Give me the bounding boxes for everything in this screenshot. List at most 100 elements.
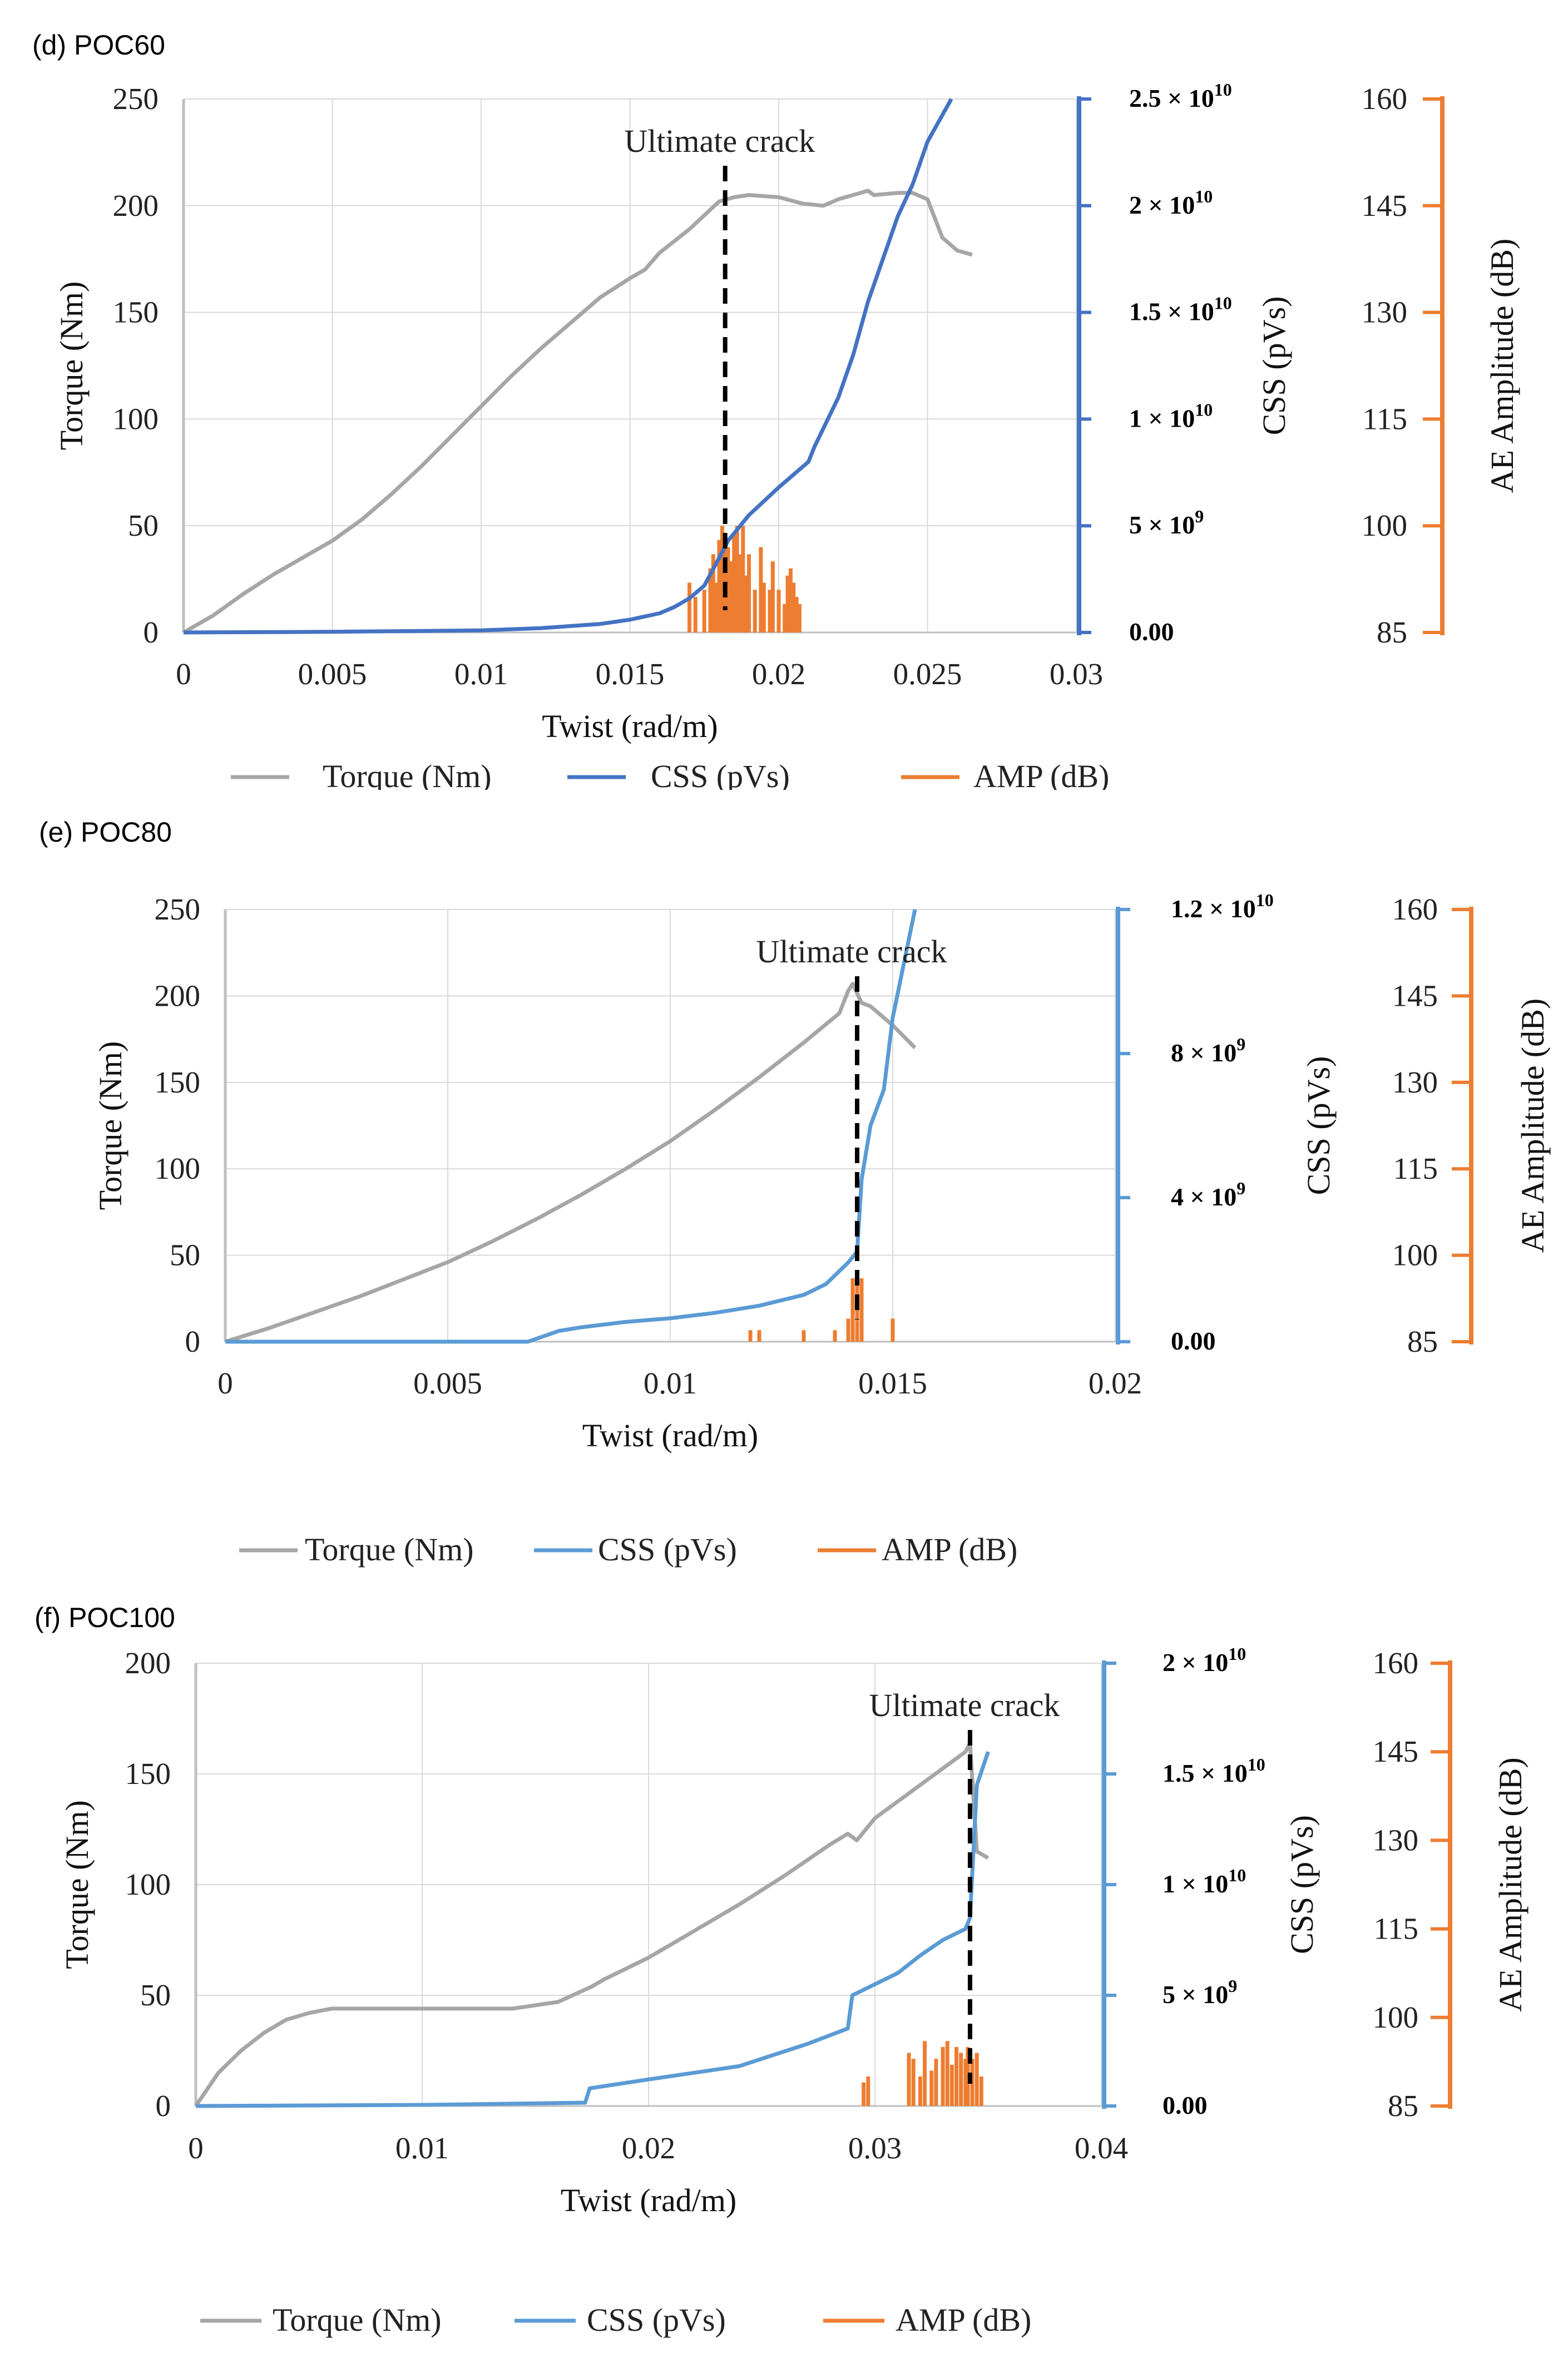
css-tick-label: 5 × 109 bbox=[1163, 1976, 1237, 2009]
torque-line bbox=[182, 189, 973, 635]
gridlines bbox=[183, 98, 1077, 633]
css-tick-label: 5 × 109 bbox=[1129, 506, 1204, 539]
css-tick-label: 1 × 1010 bbox=[1129, 399, 1213, 432]
css-line bbox=[195, 1751, 990, 2108]
x-tick-label: 0 bbox=[217, 1366, 233, 1400]
legend-label-css: CSS (pVs) bbox=[598, 1531, 737, 1568]
ultimate-crack-label: Ultimate crack bbox=[869, 1687, 1060, 1723]
legend: Torque (Nm) CSS (pVs) AMP (dB) bbox=[200, 2302, 1031, 2338]
torque-tick-label: 150 bbox=[113, 295, 159, 329]
amp-tick-label: 145 bbox=[1392, 978, 1438, 1012]
css-tick-label: 1.5 × 1010 bbox=[1129, 293, 1232, 326]
x-tick-label: 0.025 bbox=[893, 657, 962, 691]
x-tick-label: 0.03 bbox=[848, 2131, 902, 2165]
chart-panel-poc100: (f) POC100 0 50 100 150 200 0 0.01 0.02 0.03 0.04 T… bbox=[0, 1580, 1568, 2363]
x-tick-label: 0.03 bbox=[1050, 657, 1103, 691]
css-axis-title: CSS (pVs) bbox=[1300, 1056, 1337, 1195]
amp-tick-label: 160 bbox=[1392, 892, 1438, 926]
legend-label-amp: AMP (dB) bbox=[882, 1531, 1017, 1568]
x-axis-title: Twist (rad/m) bbox=[561, 2182, 736, 2218]
amp-tick-label: 160 bbox=[1362, 82, 1408, 116]
torque-tick-label: 200 bbox=[125, 1646, 171, 1680]
legend-label-torque: Torque (Nm) bbox=[305, 1531, 474, 1568]
css-tick-label: 1.2 × 1010 bbox=[1171, 890, 1274, 923]
css-tick-label: 0.00 bbox=[1129, 617, 1174, 646]
legend-label-amp: AMP (dB) bbox=[973, 758, 1109, 790]
amp-tick-label: 115 bbox=[1374, 1912, 1418, 1946]
x-tick-label: 0 bbox=[176, 657, 191, 691]
css-tick-label: 0.00 bbox=[1171, 1327, 1216, 1355]
x-tick-label: 0.04 bbox=[1075, 2131, 1128, 2165]
torque-line bbox=[194, 1741, 990, 2107]
amp-tick-label: 160 bbox=[1373, 1646, 1419, 1680]
torque-tick-label: 0 bbox=[156, 2089, 171, 2123]
x-axis-title: Twist (rad/m) bbox=[542, 708, 718, 744]
x-tick-label: 0.005 bbox=[413, 1366, 482, 1400]
legend-label-css: CSS (pVs) bbox=[587, 2302, 726, 2338]
css-tick-label: 4 × 109 bbox=[1171, 1178, 1245, 1211]
amp-tick-label: 100 bbox=[1373, 2000, 1419, 2034]
amp-tick-label: 100 bbox=[1392, 1238, 1438, 1272]
torque-tick-label: 100 bbox=[113, 402, 159, 436]
css-tick-label: 2 × 1010 bbox=[1129, 186, 1213, 219]
panel-label: (d) POC60 bbox=[32, 29, 165, 61]
legend: Torque (Nm) CSS (pVs) AMP (dB) bbox=[239, 1531, 1017, 1568]
torque-tick-label: 200 bbox=[155, 978, 201, 1012]
torque-tick-label: 50 bbox=[140, 1978, 171, 2012]
torque-tick-label: 150 bbox=[155, 1065, 201, 1099]
x-tick-label: 0.01 bbox=[644, 1366, 697, 1400]
x-tick-label: 0.015 bbox=[596, 657, 665, 691]
x-tick-label: 0.015 bbox=[858, 1366, 927, 1400]
torque-tick-label: 250 bbox=[113, 82, 159, 116]
amp-tick-label: 100 bbox=[1362, 508, 1408, 542]
chart-poc100: (f) POC100 0 50 100 150 200 0 0.01 0.02 0.03 0.04 T… bbox=[34, 1602, 1529, 2338]
amp-tick-label: 130 bbox=[1392, 1065, 1438, 1099]
x-tick-label: 0.01 bbox=[395, 2131, 449, 2165]
chart-poc60: (d) POC60 0 50 100 150 200 250 0 0.005 0.01 0.015 0… bbox=[32, 29, 1520, 790]
torque-line bbox=[224, 982, 917, 1344]
panel-label: (f) POC100 bbox=[34, 1602, 175, 1633]
amp-tick-label: 85 bbox=[1388, 2089, 1418, 2123]
chart-panel-poc60: (d) POC60 0 50 100 150 200 250 0 0.005 0.01 0.015 0… bbox=[0, 0, 1568, 790]
gridlines bbox=[195, 1663, 1102, 2107]
amp-tick-label: 145 bbox=[1373, 1734, 1419, 1768]
css-tick-label: 0.00 bbox=[1163, 2091, 1208, 2119]
gridlines bbox=[225, 909, 1116, 1342]
torque-tick-label: 0 bbox=[185, 1324, 201, 1358]
torque-axis-title: Torque (Nm) bbox=[53, 281, 90, 451]
ultimate-crack-label: Ultimate crack bbox=[756, 933, 947, 970]
amp-tick-label: 85 bbox=[1377, 615, 1407, 649]
panel-label: (e) POC80 bbox=[39, 817, 172, 848]
amp-series bbox=[748, 1272, 895, 1342]
css-tick-label: 2.5 × 1010 bbox=[1129, 80, 1232, 112]
x-tick-label: 0.02 bbox=[1089, 1366, 1142, 1400]
torque-tick-label: 100 bbox=[125, 1867, 171, 1901]
legend-label-css: CSS (pVs) bbox=[651, 758, 790, 790]
amp-tick-label: 145 bbox=[1362, 189, 1408, 223]
torque-tick-label: 150 bbox=[125, 1757, 171, 1791]
legend-label-torque: Torque (Nm) bbox=[273, 2302, 442, 2338]
amp-tick-label: 85 bbox=[1407, 1324, 1438, 1358]
css-tick-label: 1 × 1010 bbox=[1163, 1865, 1246, 1898]
x-tick-label: 0.02 bbox=[622, 2131, 675, 2165]
torque-tick-label: 200 bbox=[113, 189, 159, 223]
torque-tick-label: 50 bbox=[128, 508, 159, 542]
amp-series bbox=[862, 2041, 983, 2106]
amp-tick-label: 115 bbox=[1393, 1151, 1438, 1185]
ultimate-crack-label: Ultimate crack bbox=[624, 123, 815, 159]
x-tick-label: 0 bbox=[188, 2131, 204, 2165]
x-tick-label: 0.02 bbox=[752, 657, 805, 691]
torque-tick-label: 50 bbox=[170, 1238, 200, 1272]
amp-tick-label: 130 bbox=[1362, 295, 1408, 329]
chart-poc80: (e) POC80 0 50 100 150 200 250 0 0.005 0.01 0.015 0… bbox=[39, 817, 1551, 1568]
css-line bbox=[225, 909, 917, 1344]
torque-tick-label: 250 bbox=[155, 892, 201, 926]
x-tick-label: 0.01 bbox=[454, 657, 508, 691]
x-tick-label: 0.005 bbox=[298, 657, 367, 691]
legend-label-amp: AMP (dB) bbox=[896, 2302, 1031, 2338]
css-line bbox=[183, 98, 953, 635]
torque-tick-label: 0 bbox=[144, 615, 159, 649]
css-axis-title: CSS (pVs) bbox=[1256, 296, 1292, 436]
torque-axis-title: Torque (Nm) bbox=[59, 1800, 95, 1969]
css-tick-label: 2 × 1010 bbox=[1163, 1644, 1246, 1677]
